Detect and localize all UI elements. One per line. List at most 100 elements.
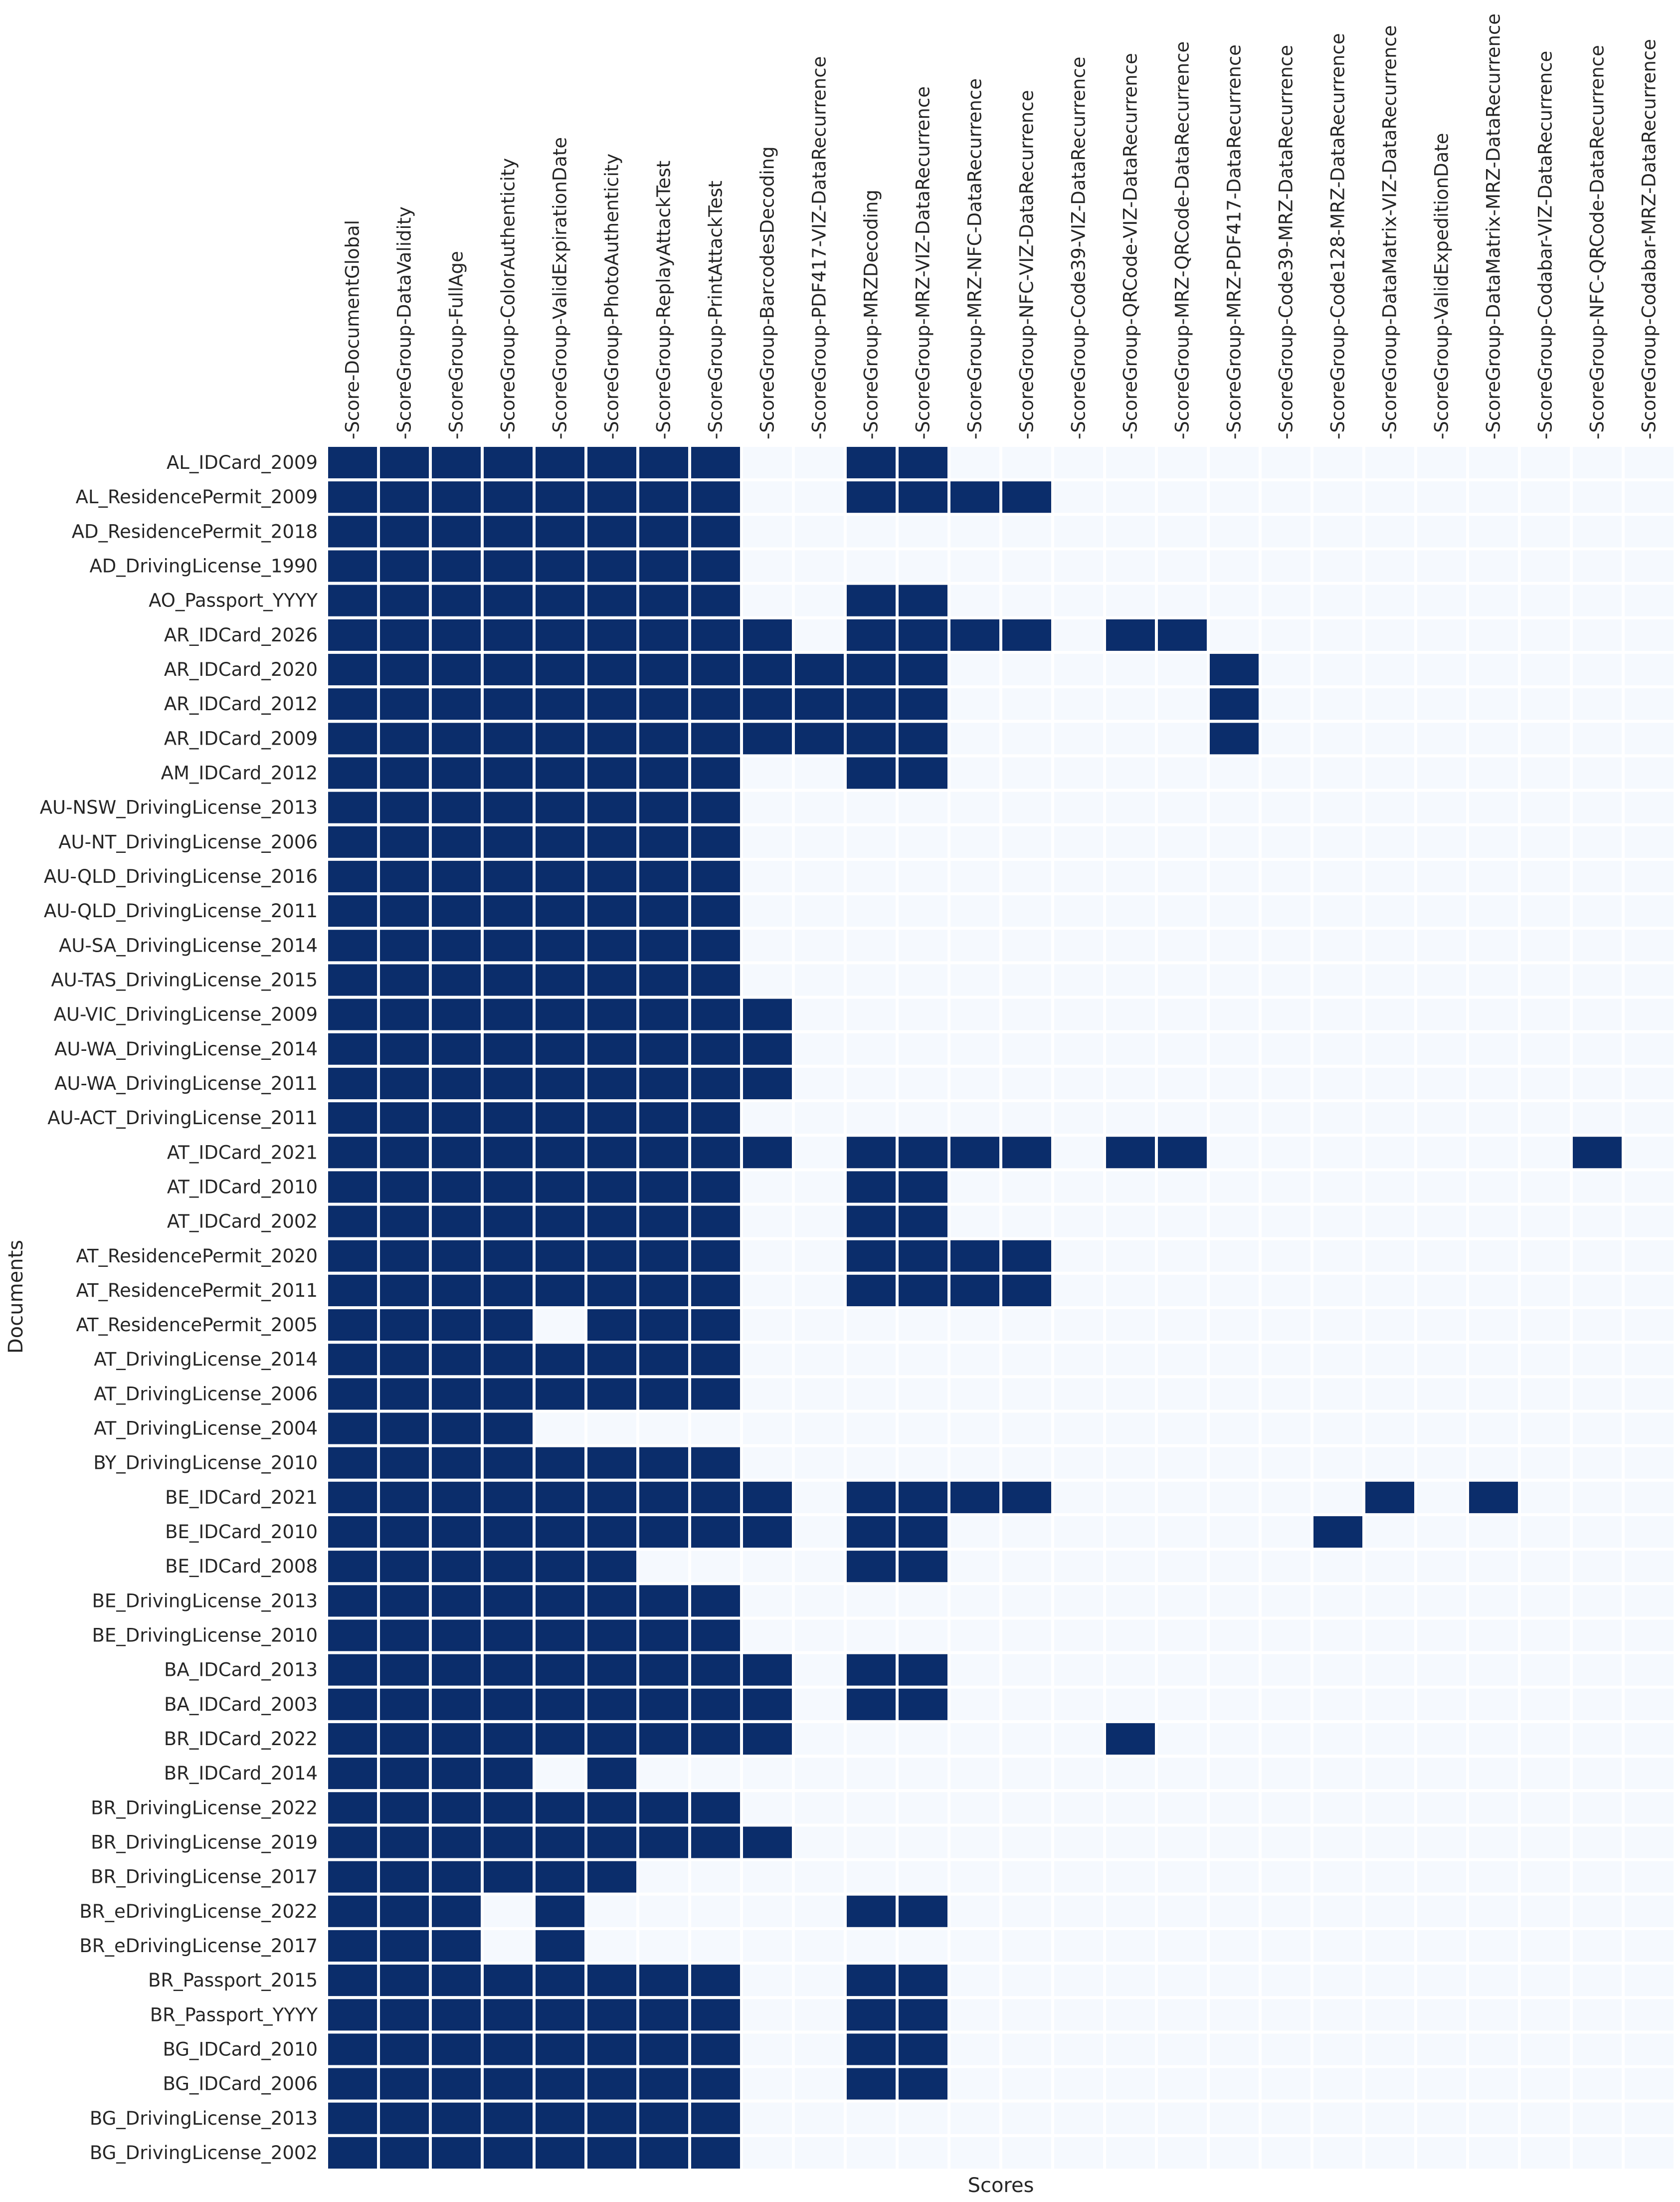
heatmap-cell	[481, 1409, 536, 1447]
heatmap-cell	[1051, 1892, 1106, 1930]
heatmap-cell	[377, 1651, 432, 1689]
heatmap-cell	[1362, 1478, 1417, 1516]
heatmap-cell	[636, 582, 691, 619]
heatmap-cell	[429, 720, 484, 758]
row-tick-label: AL_ResidencePermit_2009	[76, 486, 318, 508]
heatmap-cell	[325, 720, 380, 758]
heatmap-cell	[1362, 2134, 1417, 2172]
heatmap-cell	[1310, 685, 1365, 723]
heatmap-cell	[325, 1064, 380, 1103]
heatmap-cell	[325, 1996, 380, 2034]
heatmap-cell	[325, 1962, 380, 2000]
heatmap-cell	[896, 1409, 950, 1447]
heatmap-cell	[1207, 1755, 1262, 1793]
heatmap-cell	[1207, 857, 1262, 896]
heatmap-cell	[429, 1237, 484, 1275]
heatmap-cell	[1259, 1858, 1313, 1896]
heatmap-cell	[1155, 1444, 1210, 1482]
heatmap-cell	[999, 857, 1054, 896]
heatmap-cell	[947, 1858, 1002, 1896]
heatmap-cell	[1207, 1375, 1262, 1413]
heatmap-cell	[1518, 1478, 1573, 1516]
heatmap-cell	[1362, 1892, 1417, 1930]
heatmap-cell	[1466, 1134, 1521, 1172]
heatmap-cell	[1155, 616, 1210, 654]
heatmap-cell	[1414, 1375, 1469, 1413]
heatmap-cell	[429, 513, 484, 551]
heatmap-cell	[688, 1755, 743, 1793]
heatmap-cell	[584, 823, 639, 861]
heatmap-cell	[1155, 1755, 1210, 1793]
heatmap-cell	[792, 1237, 847, 1275]
heatmap-cell	[1051, 2134, 1106, 2172]
heatmap-cell	[1518, 444, 1573, 482]
heatmap-cell	[325, 1823, 380, 1861]
heatmap-cell	[740, 1720, 795, 1758]
heatmap-cell	[584, 685, 639, 723]
heatmap-cell	[792, 513, 847, 551]
heatmap-cell	[1622, 1685, 1677, 1723]
heatmap-cell	[999, 685, 1054, 723]
heatmap-cell	[896, 1064, 950, 1103]
row-tick-label: BE_DrivingLicense_2010	[92, 1625, 318, 1646]
heatmap-cell	[533, 1755, 587, 1793]
row-tick-label: BY_DrivingLicense_2010	[93, 1452, 318, 1474]
heatmap-cell	[688, 1513, 743, 1551]
heatmap-cell	[636, 1720, 691, 1758]
heatmap-cell	[792, 1409, 847, 1447]
heatmap-cell	[896, 1030, 950, 1068]
heatmap-cell	[1051, 754, 1106, 792]
heatmap-cell	[1518, 1409, 1573, 1447]
heatmap-cell	[325, 1375, 380, 1413]
heatmap-cell	[1259, 823, 1313, 861]
heatmap-cell	[688, 685, 743, 723]
heatmap-cell	[740, 1341, 795, 1379]
heatmap-cell	[1518, 1341, 1573, 1379]
heatmap-cell	[999, 513, 1054, 551]
heatmap-cell	[584, 1548, 639, 1586]
heatmap-cell	[688, 1858, 743, 1896]
heatmap-cell	[1259, 547, 1313, 585]
heatmap-cell	[1466, 1237, 1521, 1275]
heatmap-cell	[1466, 1996, 1521, 2034]
heatmap-cell	[740, 1651, 795, 1689]
heatmap-cell	[896, 1341, 950, 1379]
heatmap-cell	[740, 1962, 795, 2000]
heatmap-cell	[999, 892, 1054, 930]
heatmap-cell	[1051, 2030, 1106, 2068]
heatmap-cell	[999, 2134, 1054, 2172]
heatmap-cell	[636, 1582, 691, 1620]
heatmap-cell	[1310, 1478, 1365, 1516]
heatmap-cell	[1207, 720, 1262, 758]
heatmap-cell	[1570, 616, 1625, 654]
row-tick-label: BR_DrivingLicense_2022	[91, 1797, 318, 1818]
heatmap-cell	[844, 1099, 899, 1137]
heatmap-cell	[1155, 1271, 1210, 1310]
heatmap-cell	[636, 513, 691, 551]
heatmap-cell	[481, 1651, 536, 1689]
heatmap-cell	[999, 1685, 1054, 1723]
heatmap-cell	[896, 1789, 950, 1827]
heatmap-cell	[844, 857, 899, 896]
heatmap-cell	[740, 1375, 795, 1413]
heatmap-cell	[896, 857, 950, 896]
heatmap-cell	[429, 1789, 484, 1827]
heatmap-cell	[947, 1996, 1002, 2034]
heatmap-cell	[481, 2065, 536, 2103]
heatmap-cell	[1310, 1996, 1365, 2034]
heatmap-cell	[1570, 444, 1625, 482]
heatmap-cell	[584, 1755, 639, 1793]
heatmap-cell	[1622, 444, 1677, 482]
heatmap-cell	[1622, 754, 1677, 792]
heatmap-cell	[1051, 1996, 1106, 2034]
heatmap-cell	[1414, 1962, 1469, 2000]
heatmap-cell	[1310, 1755, 1365, 1793]
heatmap-cell	[636, 1996, 691, 2034]
heatmap-cell	[947, 789, 1002, 826]
heatmap-cell	[1414, 685, 1469, 723]
heatmap-cell	[688, 547, 743, 585]
heatmap-cell	[844, 1927, 899, 1965]
heatmap-cell	[533, 1548, 587, 1586]
heatmap-cell	[947, 927, 1002, 965]
